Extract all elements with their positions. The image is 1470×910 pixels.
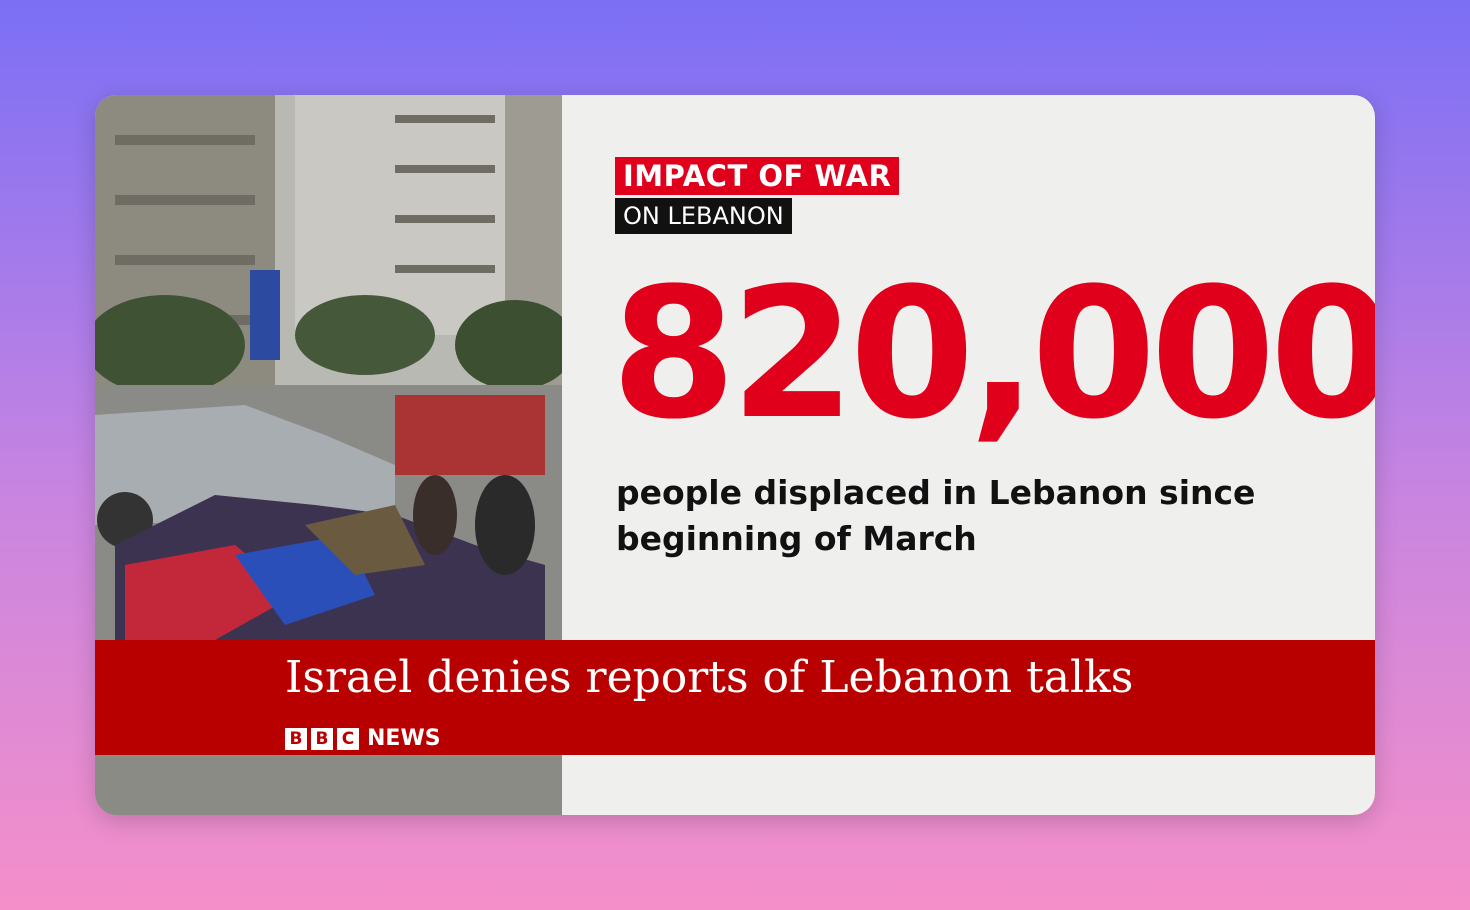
news-banner: Israel denies reports of Lebanon talks B… [95,640,1375,755]
kicker: IMPACT OF WAR [615,157,900,195]
figure-caption: people displaced in Lebanon since beginn… [616,473,1256,558]
brand-letter: B [311,727,333,750]
brand-logo: B B C NEWS [285,726,441,751]
brand-name: NEWS [367,726,441,751]
headline-figure: 820,000 [611,250,1375,459]
kicker-sub: ON LEBANON [615,198,792,234]
banner-headline: Israel denies reports of Lebanon talks [285,652,1134,703]
brand-letter: B [285,727,307,750]
brand-letter: C [337,727,359,750]
news-card: IMPACT OF WAR ON LEBANON 820,000 people … [95,95,1375,815]
